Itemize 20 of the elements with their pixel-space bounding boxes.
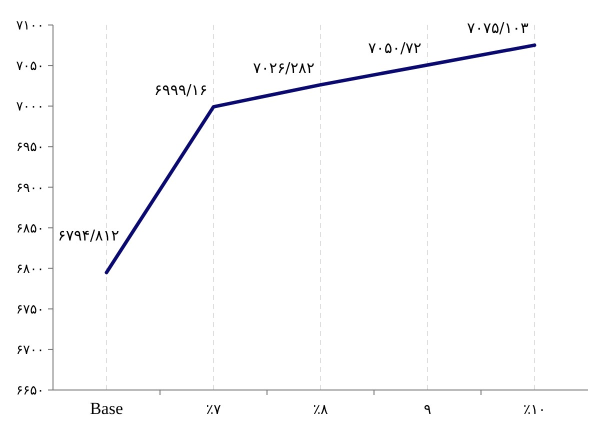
y-tick-label: ۶۸۰۰ [16,262,44,277]
data-label: ۷۰۷۵/۱۰۳ [467,19,528,38]
data-label: ۶۹۹۹/۱۶ [154,80,208,99]
x-tick-label: ۹ [424,402,432,418]
y-tick-label: ۶۹۰۰ [16,180,44,196]
y-tick-label: ۶۷۰۰ [16,342,44,358]
x-tick-label: ٪۷ [206,402,222,418]
y-tick-label: ۶۶۵۰ [16,384,44,399]
y-tick-label: ۷۰۵۰ [16,59,44,74]
data-label: ۶۷۹۴/۸۱۲ [58,226,120,245]
data-label: ۷۰۲۶/۲۸۲ [253,58,314,77]
y-tick-label: ۶۷۵۰ [16,302,44,318]
y-tick-label: ۷۱۰۰ [16,18,44,34]
x-tick-label: ٪۱۰ [523,402,546,418]
y-tick-label: ۷۰۰۰ [16,100,44,115]
x-tick-label: Base [90,399,124,418]
y-tick-label: ۶۹۵۰ [16,140,44,156]
y-tick-label: ۶۸۵۰ [16,221,44,236]
data-label: ۷۰۵۰/۷۲ [368,38,422,57]
x-tick-label: ٪۸ [312,402,328,418]
